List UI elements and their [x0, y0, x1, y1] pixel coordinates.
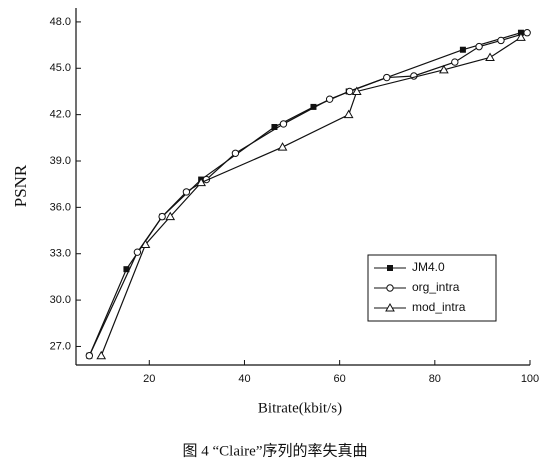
- marker: [279, 120, 288, 128]
- marker: [123, 266, 130, 273]
- x-tick-label: 60: [334, 373, 346, 385]
- marker: [277, 142, 288, 151]
- marker: [351, 86, 362, 95]
- y-tick-label: 27.0: [50, 340, 71, 352]
- marker: [85, 352, 94, 360]
- series-line: [100, 36, 522, 356]
- marker: [523, 29, 531, 37]
- y-tick-label: 30.0: [50, 294, 71, 306]
- marker: [165, 211, 176, 221]
- marker: [387, 265, 393, 271]
- marker: [475, 42, 483, 51]
- y-tick-label: 36.0: [50, 201, 71, 213]
- marker: [96, 350, 107, 360]
- marker: [459, 46, 466, 53]
- marker: [385, 302, 395, 312]
- y-tick-label: 48.0: [50, 16, 71, 28]
- marker: [182, 188, 191, 196]
- marker: [383, 73, 391, 82]
- marker: [310, 103, 317, 110]
- caption: 图 4 “Claire”序列的率失真曲: [183, 441, 368, 459]
- x-tick-label: 20: [143, 373, 155, 385]
- marker: [485, 52, 495, 61]
- y-tick-label: 33.0: [50, 248, 71, 260]
- x-axis-label: Bitrate(kbit/s): [258, 400, 342, 416]
- marker: [140, 239, 151, 248]
- x-tick-label: 40: [238, 373, 250, 385]
- marker: [386, 284, 394, 292]
- marker: [497, 36, 505, 45]
- y-tick-label: 39.0: [50, 155, 71, 167]
- legend-label: mod_intra: [412, 300, 466, 314]
- marker: [516, 32, 526, 41]
- y-tick-label: 45.0: [50, 62, 71, 74]
- legend-label: JM4.0: [412, 260, 445, 274]
- marker: [451, 58, 459, 66]
- marker: [439, 64, 449, 74]
- marker: [343, 109, 354, 119]
- y-axis-label: PSNR: [11, 164, 30, 207]
- x-tick-label: 80: [429, 373, 441, 385]
- marker: [345, 87, 354, 96]
- y-tick-label: 42.0: [50, 109, 71, 121]
- legend-label: org_intra: [412, 280, 460, 294]
- marker: [231, 149, 240, 157]
- marker: [271, 124, 278, 130]
- marker: [133, 248, 142, 256]
- marker: [325, 95, 334, 103]
- x-tick-label: 100: [521, 373, 539, 385]
- marker: [158, 212, 166, 221]
- marker: [196, 177, 207, 187]
